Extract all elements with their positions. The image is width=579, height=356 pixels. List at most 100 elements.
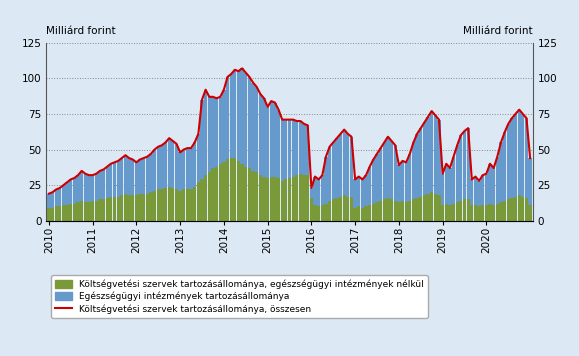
Bar: [229, 74, 233, 158]
Bar: [54, 206, 58, 221]
Bar: [262, 177, 266, 221]
Bar: [91, 201, 94, 221]
Bar: [102, 169, 105, 199]
Bar: [350, 137, 353, 197]
Text: Milliárd forint: Milliárd forint: [46, 26, 116, 36]
Bar: [448, 168, 452, 205]
Bar: [368, 205, 371, 221]
Bar: [324, 204, 328, 221]
Bar: [98, 171, 101, 199]
Bar: [529, 205, 532, 221]
Bar: [321, 205, 324, 221]
Bar: [364, 175, 368, 206]
Bar: [131, 159, 134, 195]
Bar: [138, 159, 142, 194]
Bar: [525, 198, 528, 221]
Bar: [153, 191, 156, 221]
Bar: [69, 204, 72, 221]
Bar: [401, 201, 404, 221]
Bar: [474, 177, 477, 205]
Bar: [222, 162, 225, 221]
Bar: [372, 159, 375, 204]
Bar: [317, 179, 320, 206]
Bar: [266, 107, 269, 178]
Bar: [211, 97, 215, 168]
Bar: [84, 202, 87, 221]
Bar: [499, 202, 503, 221]
Bar: [507, 199, 510, 221]
Bar: [529, 158, 532, 205]
Bar: [485, 174, 488, 205]
Bar: [240, 68, 244, 164]
Bar: [51, 208, 54, 221]
Bar: [146, 157, 149, 194]
Bar: [510, 118, 514, 198]
Bar: [405, 202, 408, 221]
Bar: [54, 189, 58, 206]
Bar: [255, 172, 258, 221]
Bar: [416, 134, 419, 198]
Bar: [419, 197, 423, 221]
Bar: [116, 161, 120, 197]
Bar: [375, 154, 379, 202]
Bar: [405, 162, 408, 202]
Bar: [492, 205, 495, 221]
Bar: [58, 188, 61, 206]
Bar: [496, 204, 499, 221]
Bar: [58, 206, 61, 221]
Bar: [441, 174, 444, 205]
Bar: [131, 195, 134, 221]
Bar: [171, 141, 174, 188]
Bar: [244, 167, 247, 221]
Bar: [394, 145, 397, 201]
Bar: [328, 201, 331, 221]
Bar: [51, 192, 54, 208]
Bar: [113, 197, 116, 221]
Bar: [142, 158, 145, 194]
Bar: [109, 197, 112, 221]
Bar: [270, 101, 273, 177]
Bar: [434, 115, 437, 194]
Bar: [105, 167, 109, 198]
Bar: [248, 77, 251, 168]
Bar: [335, 198, 339, 221]
Bar: [197, 134, 200, 182]
Bar: [426, 117, 430, 194]
Bar: [481, 205, 485, 221]
Bar: [470, 205, 474, 221]
Bar: [357, 177, 360, 206]
Bar: [397, 165, 401, 202]
Bar: [445, 164, 448, 204]
Bar: [354, 208, 357, 221]
Bar: [193, 142, 196, 187]
Bar: [467, 199, 470, 221]
Bar: [521, 197, 525, 221]
Bar: [266, 178, 269, 221]
Bar: [102, 199, 105, 221]
Bar: [94, 201, 98, 221]
Bar: [321, 175, 324, 205]
Bar: [299, 121, 302, 174]
Bar: [488, 204, 492, 221]
Bar: [124, 155, 127, 194]
Bar: [87, 175, 91, 202]
Bar: [437, 120, 441, 195]
Bar: [346, 197, 350, 221]
Bar: [474, 205, 477, 221]
Bar: [138, 194, 142, 221]
Bar: [127, 195, 131, 221]
Bar: [390, 199, 393, 221]
Bar: [456, 202, 459, 221]
Bar: [408, 201, 412, 221]
Bar: [167, 138, 171, 187]
Bar: [478, 181, 481, 206]
Bar: [302, 124, 306, 175]
Bar: [401, 161, 404, 201]
Bar: [419, 128, 423, 197]
Bar: [277, 178, 280, 221]
Bar: [178, 152, 182, 191]
Bar: [416, 198, 419, 221]
Bar: [156, 189, 160, 221]
Bar: [142, 194, 145, 221]
Bar: [470, 179, 474, 205]
